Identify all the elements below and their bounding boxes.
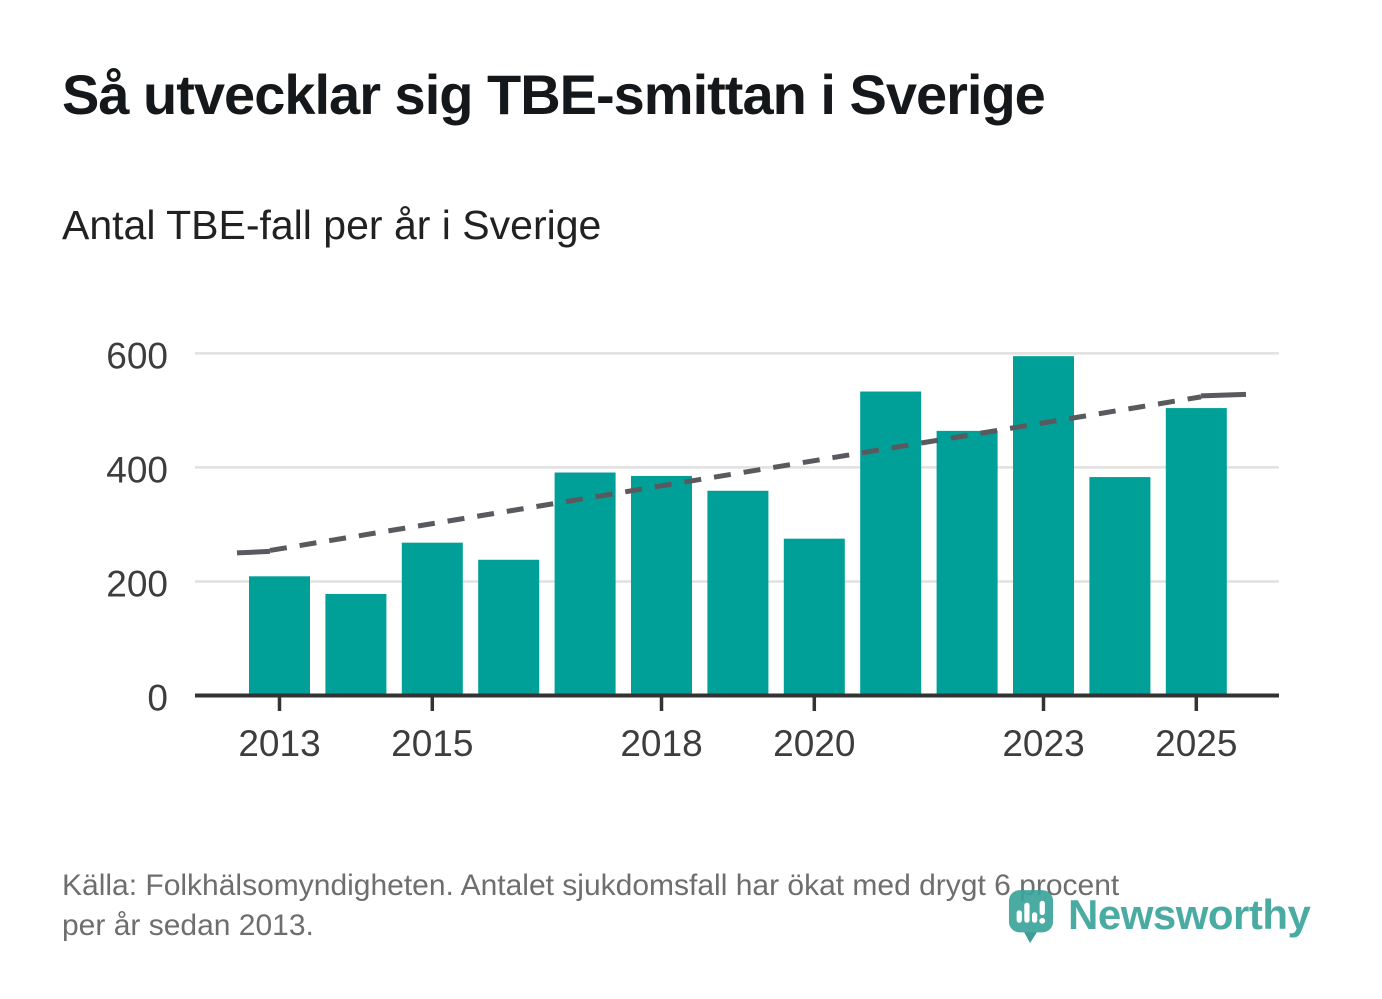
bar-2024 bbox=[1089, 477, 1151, 696]
x-tick-label-2018: 2018 bbox=[620, 723, 702, 764]
icon-bar-3 bbox=[1031, 912, 1038, 923]
bar-2016 bbox=[478, 559, 540, 696]
x-tick-label-2015: 2015 bbox=[391, 723, 473, 764]
chart-subtitle: Antal TBE-fall per år i Sverige bbox=[62, 202, 602, 248]
x-tick-label-2013: 2013 bbox=[238, 723, 320, 764]
trend-line-end-cap bbox=[1200, 391, 1247, 399]
bar-2020 bbox=[783, 538, 845, 696]
trend-line-dashed bbox=[269, 394, 1202, 553]
bar-2018 bbox=[631, 475, 692, 696]
bar-2023 bbox=[1013, 356, 1074, 696]
newsworthy-pin-barchart-icon bbox=[1008, 890, 1054, 943]
page-title: Så utvecklar sig TBE-smittan i Sverige bbox=[62, 63, 1046, 126]
icon-exclamation-bar bbox=[1039, 900, 1045, 916]
pin-tail-shape bbox=[1024, 932, 1037, 943]
y-tick-label-0: 0 bbox=[147, 678, 168, 719]
source-note-line2: per år sedan 2013. bbox=[62, 909, 314, 942]
icon-bar-2 bbox=[1024, 902, 1030, 923]
bar-2014 bbox=[325, 593, 387, 696]
newsworthy-logo-text: Newsworthy bbox=[1068, 891, 1311, 938]
y-tick-label-600: 600 bbox=[106, 335, 168, 376]
icon-bar-1 bbox=[1016, 910, 1022, 923]
bar-2022 bbox=[936, 430, 998, 696]
y-tick-label-400: 400 bbox=[106, 449, 168, 490]
icon-exclamation-dot bbox=[1039, 917, 1046, 924]
trend-line-start-cap bbox=[236, 548, 271, 556]
bar-2015 bbox=[401, 542, 463, 696]
x-tick-label-2023: 2023 bbox=[1002, 723, 1084, 764]
source-note-line1: Källa: Folkhälsomyndigheten. Antalet sju… bbox=[62, 869, 1120, 902]
newsworthy-logo: Newsworthy bbox=[1008, 888, 1328, 952]
bar-2017 bbox=[554, 472, 616, 696]
x-tick-label-2020: 2020 bbox=[773, 723, 855, 764]
bar-2013 bbox=[249, 576, 310, 696]
bar-2025 bbox=[1165, 408, 1227, 696]
x-tick-label-2025: 2025 bbox=[1155, 723, 1237, 764]
y-tick-label-200: 200 bbox=[106, 563, 168, 604]
bar-2019 bbox=[707, 490, 769, 696]
source-note: Källa: Folkhälsomyndigheten. Antalet sju… bbox=[62, 866, 1324, 946]
bar-2021 bbox=[860, 391, 922, 696]
